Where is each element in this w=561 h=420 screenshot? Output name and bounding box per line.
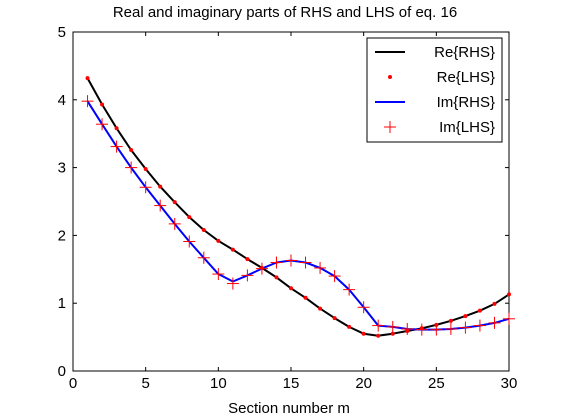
point-im-lhs [270,256,283,269]
point-re-lhs [332,316,337,321]
point-im-lhs [357,301,370,314]
point-im-lhs [285,254,297,267]
point-im-lhs [255,262,268,275]
point-im-lhs [415,323,428,336]
point-re-lhs [274,275,279,280]
point-re-lhs [230,247,235,252]
point-im-lhs [96,118,109,131]
series-line-re-rhs [86,77,510,337]
point-im-lhs [430,323,443,336]
point-im-lhs [168,217,181,230]
point-im-lhs [343,283,356,296]
point-re-lhs [172,200,177,205]
point-im-lhs [473,319,486,332]
legend-label-im-rhs: Im{RHS} [437,94,495,111]
point-im-lhs [372,319,385,332]
chart-title: Real and imaginary parts of RHS and LHS … [113,4,457,21]
point-re-lhs [114,126,119,131]
point-re-lhs [158,184,163,189]
legend: Re{RHS} Re{LHS} Im{RHS} Im{LHS} [366,37,503,143]
point-im-lhs [212,268,225,281]
point-im-lhs [328,270,341,283]
point-re-lhs [129,147,134,152]
legend-label-re-lhs: Re{LHS} [437,69,495,86]
point-im-lhs [444,322,457,335]
point-re-lhs [303,295,308,300]
point-re-lhs [216,238,221,243]
point-im-lhs [241,269,254,282]
y-tick-label: 5 [58,24,66,41]
point-re-lhs [492,301,497,306]
legend-label-re-rhs: Re{RHS} [434,44,495,61]
point-re-lhs [85,76,90,81]
x-tick-label: 25 [428,375,445,392]
point-re-lhs [507,292,511,297]
point-re-lhs [376,333,381,338]
point-im-lhs [183,235,196,248]
y-tick-label: 2 [58,227,66,244]
y-tick-label: 0 [58,363,66,380]
x-tick-label: 10 [210,375,227,392]
point-im-lhs [459,321,472,334]
point-im-lhs [401,322,414,335]
y-tick-label: 4 [58,92,66,109]
legend-swatch-re-lhs [388,75,392,79]
point-re-lhs [361,331,366,336]
point-im-lhs [226,277,239,290]
y-tick-label: 3 [58,160,66,177]
point-re-lhs [187,215,192,220]
plot-area: 0 5 10 15 20 25 30 0 1 2 3 4 5 [58,24,518,392]
point-im-lhs [154,199,167,212]
point-im-lhs [488,316,501,329]
point-re-lhs [201,227,206,232]
point-im-lhs [503,312,515,325]
x-tick-label: 5 [141,375,149,392]
legend-swatch-im-lhs [384,121,396,133]
point-re-lhs [390,331,395,336]
point-re-lhs [289,286,293,291]
point-im-lhs [314,261,327,274]
point-im-lhs [81,95,94,108]
x-tick-label: 15 [283,375,300,392]
x-tick-label: 20 [355,375,372,392]
point-re-lhs [463,314,468,319]
point-re-lhs [245,257,250,262]
point-re-lhs [477,308,482,313]
point-re-lhs [100,102,105,107]
legend-label-im-lhs: Im{LHS} [439,119,495,136]
point-im-lhs [197,251,210,264]
point-im-lhs [139,181,152,194]
point-im-lhs [386,320,399,333]
y-tick-label: 1 [58,295,66,312]
point-re-lhs [143,166,148,171]
point-im-lhs [110,140,123,153]
point-re-lhs [347,324,352,329]
x-tick-label: 30 [501,375,518,392]
x-axis-label: Section number m [228,400,350,417]
point-im-lhs [299,256,312,269]
point-im-lhs [125,161,138,174]
x-tick-label: 0 [69,375,77,392]
point-re-lhs [448,318,453,323]
point-re-lhs [318,306,323,311]
